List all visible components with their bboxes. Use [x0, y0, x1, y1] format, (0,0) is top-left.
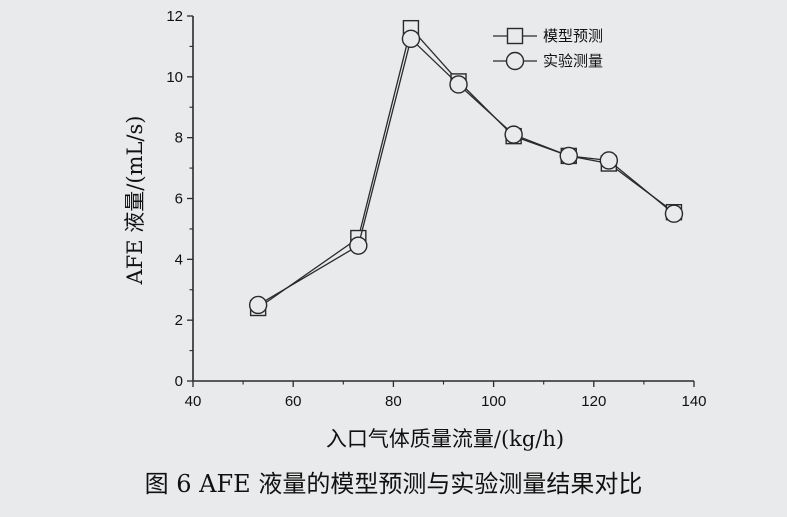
legend-item: 模型预测	[493, 27, 603, 45]
y-tick-label: 4	[175, 251, 183, 268]
legend-label: 实验测量	[543, 52, 603, 70]
circle-marker	[401, 29, 421, 49]
y-tick-label: 12	[166, 8, 183, 25]
series-layer	[248, 19, 684, 317]
circle-marker	[559, 146, 578, 166]
series-2	[248, 29, 684, 315]
figure-caption: 图 6 AFE 液量的模型预测与实验测量结果对比	[144, 470, 643, 498]
y-tick-label: 8	[175, 130, 183, 147]
legend-circle-marker	[505, 51, 525, 71]
x-tick-label: 80	[385, 393, 402, 410]
legend-square-marker	[506, 27, 524, 45]
circle-marker	[449, 75, 468, 94]
x-tick-label: 60	[285, 393, 302, 410]
circle-marker	[248, 295, 268, 315]
y-tick-label: 10	[166, 69, 183, 86]
x-axis-title: 入口气体质量流量/(kg/h)	[326, 427, 564, 451]
circle-marker	[349, 236, 368, 255]
x-tick-label: 40	[185, 393, 202, 410]
circle-marker	[664, 204, 684, 223]
legend-item: 实验测量	[493, 51, 603, 71]
y-tick-label: 0	[175, 373, 183, 390]
y-tick-label: 2	[175, 312, 183, 329]
axes: 40 60 80 100 120 140 0 2 4 6 8 10 12	[166, 8, 706, 410]
x-tick-label: 100	[481, 393, 506, 410]
y-axis-title: AFE 液量/(mL/s)	[123, 116, 147, 286]
y-tick-label: 6	[175, 191, 183, 208]
x-tick-label: 120	[581, 393, 606, 410]
x-tick-label: 140	[681, 393, 706, 410]
circle-marker	[599, 151, 619, 170]
circle-marker	[504, 125, 523, 144]
legend-label: 模型预测	[543, 27, 603, 45]
